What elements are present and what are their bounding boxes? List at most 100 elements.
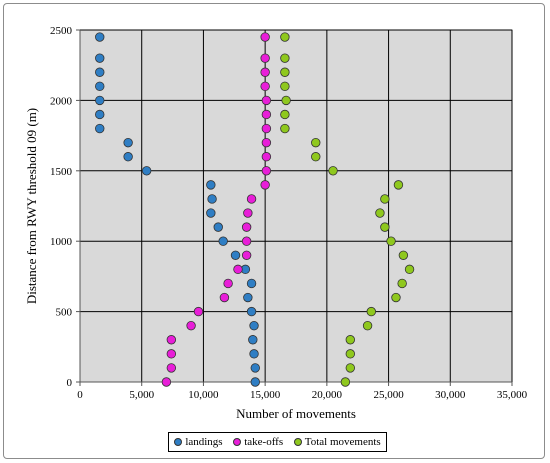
legend-item-take-offs: take-offs	[233, 436, 283, 448]
point-take-offs	[261, 152, 272, 162]
point-total-movements	[404, 264, 415, 275]
y-tick-label: 1500	[50, 166, 73, 178]
point-total-movements	[345, 349, 356, 359]
point-total-movements	[375, 208, 385, 218]
point-landings	[95, 67, 105, 77]
x-tick-label: 20,000	[312, 389, 343, 401]
point-take-offs	[261, 166, 272, 176]
point-take-offs	[260, 81, 270, 92]
legend-marker-total-movements	[293, 438, 302, 446]
point-take-offs	[241, 236, 252, 246]
point-take-offs	[233, 264, 243, 275]
point-landings	[246, 306, 257, 317]
point-take-offs	[166, 363, 177, 373]
legend-marker-landings	[174, 438, 183, 446]
point-total-movements	[280, 32, 290, 42]
point-landings	[95, 81, 105, 92]
legend-label-landings: landings	[185, 436, 223, 448]
point-take-offs	[241, 250, 252, 260]
point-landings	[95, 123, 105, 134]
legend-item-landings: landings	[174, 436, 223, 448]
y-tick-label: 1000	[50, 236, 73, 248]
y-tick-label: 2000	[50, 95, 73, 107]
point-take-offs	[166, 335, 177, 345]
point-total-movements	[398, 250, 409, 260]
point-landings	[218, 236, 228, 246]
x-tick-label: 15,000	[250, 389, 281, 401]
x-tick-label: 5,000	[129, 389, 154, 401]
point-landings	[207, 194, 217, 204]
point-landings	[246, 278, 257, 289]
point-take-offs	[261, 109, 272, 120]
point-total-movements	[345, 363, 356, 373]
point-landings	[248, 335, 258, 345]
legend-marker-take-offs	[233, 438, 242, 446]
point-landings	[95, 109, 105, 120]
point-landings	[123, 137, 133, 148]
point-landings	[249, 320, 259, 331]
point-total-movements	[380, 222, 390, 232]
point-landings	[95, 95, 105, 106]
point-take-offs	[261, 95, 272, 106]
point-total-movements	[386, 236, 396, 246]
y-tick-label: 0	[67, 377, 73, 389]
x-axis-title: Number of movements	[236, 406, 356, 421]
point-take-offs	[161, 377, 172, 387]
x-axis-ticks: 0 5,000 10,000 15,000 20,000 25,000 30,000 35,0…	[77, 382, 528, 401]
point-take-offs	[241, 222, 252, 232]
x-tick-label: 25,000	[373, 389, 404, 401]
point-landings	[123, 152, 133, 162]
point-take-offs	[246, 194, 257, 204]
point-total-movements	[366, 306, 376, 317]
point-take-offs	[261, 123, 272, 134]
point-take-offs	[260, 67, 270, 77]
point-landings	[213, 222, 223, 232]
point-landings	[243, 292, 253, 303]
point-total-movements	[280, 109, 290, 120]
point-landings	[141, 166, 152, 176]
point-landings	[249, 349, 259, 359]
point-total-movements	[280, 81, 290, 92]
y-tick-label: 2500	[50, 25, 73, 37]
gridlines	[79, 29, 513, 383]
plot-area	[79, 29, 513, 383]
point-landings	[250, 363, 260, 373]
point-total-movements	[380, 194, 390, 204]
point-take-offs	[261, 137, 272, 148]
point-take-offs	[223, 278, 233, 289]
point-total-movements	[328, 166, 338, 176]
point-landings	[95, 32, 105, 42]
point-landings	[95, 53, 105, 63]
point-total-movements	[340, 377, 351, 387]
point-take-offs	[166, 349, 177, 359]
point-total-movements	[362, 320, 373, 331]
point-total-movements	[345, 335, 356, 345]
legend-label-take-offs: take-offs	[244, 436, 284, 448]
point-take-offs	[186, 320, 196, 331]
point-total-movements	[280, 67, 290, 77]
point-total-movements	[281, 95, 291, 106]
y-tick-label: 500	[56, 307, 73, 319]
point-take-offs	[260, 180, 270, 190]
data-points	[95, 32, 415, 387]
x-tick-label: 30,000	[435, 389, 466, 401]
point-total-movements	[311, 152, 321, 162]
y-axis-ticks: 0 500 1000 1500 2000 2500	[50, 25, 80, 389]
x-tick-label: 35,000	[497, 389, 528, 401]
legend-item-total-movements: Total movements	[293, 436, 381, 448]
y-axis-title: Distance from RWY threshold 09 (m)	[24, 108, 39, 304]
point-total-movements	[397, 278, 407, 289]
point-total-movements	[391, 292, 401, 303]
point-total-movements	[280, 53, 290, 63]
point-landings	[206, 208, 216, 218]
x-tick-label: 10,000	[188, 389, 219, 401]
point-take-offs	[219, 292, 230, 303]
point-take-offs	[260, 53, 270, 63]
x-tick-label: 0	[77, 389, 83, 401]
point-landings	[230, 250, 241, 260]
point-total-movements	[280, 123, 290, 134]
point-take-offs	[243, 208, 253, 218]
point-take-offs	[193, 306, 204, 317]
point-total-movements	[311, 137, 321, 148]
